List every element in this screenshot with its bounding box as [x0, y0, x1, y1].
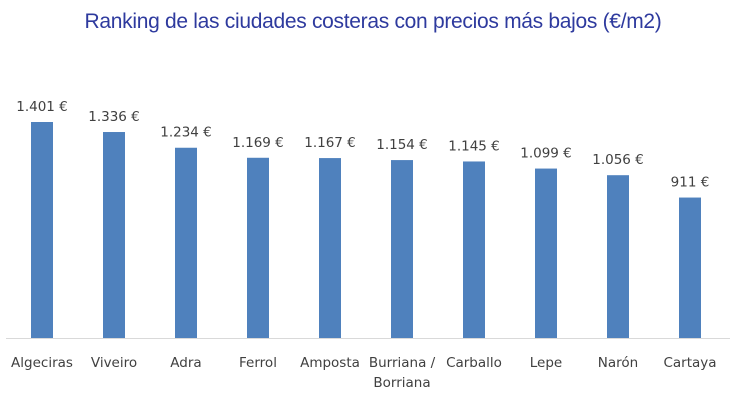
- bar: [607, 175, 629, 338]
- category-label: Carballo: [446, 355, 502, 371]
- category-label-line: Cartaya: [663, 355, 716, 371]
- category-label: Algeciras: [11, 355, 73, 371]
- bar: [391, 160, 413, 338]
- category-label: Narón: [598, 355, 638, 371]
- bar-value-label: 1.099 €: [520, 146, 572, 162]
- bar-value-label: 1.169 €: [232, 135, 284, 151]
- category-label-line: Burriana /: [369, 355, 436, 371]
- bar: [31, 122, 53, 338]
- category-label: Burriana / Borriana: [369, 355, 436, 391]
- category-label: Amposta: [300, 355, 360, 371]
- category-label: Lepe: [530, 355, 562, 371]
- bar: [535, 168, 557, 338]
- category-label-line: Amposta: [300, 355, 360, 371]
- category-label: Ferrol: [239, 355, 277, 371]
- bars-group: [31, 122, 701, 338]
- category-label-line: Ferrol: [239, 355, 277, 371]
- category-label-line: Adra: [170, 355, 201, 371]
- category-label-line: Narón: [598, 355, 638, 371]
- value-labels-group: 1.401 € 1.336 € 1.234 € 1.169 € 1.167 € 1.154…: [16, 99, 709, 191]
- bar-value-label: 1.167 €: [304, 135, 356, 151]
- bar-value-label: 1.056 €: [592, 152, 644, 168]
- bar: [247, 157, 269, 338]
- bar: [463, 161, 485, 338]
- bar-value-label: 1.401 €: [16, 99, 68, 115]
- bar-value-label: 1.234 €: [160, 125, 212, 141]
- bar: [175, 147, 197, 338]
- category-labels-group: Algeciras Viveiro Adra Ferrol Amposta Burrian…: [11, 355, 716, 391]
- bar-value-label: 1.145 €: [448, 138, 500, 154]
- category-label-line: Carballo: [446, 355, 502, 371]
- category-label-line: Borriana: [373, 375, 430, 391]
- category-label: Viveiro: [91, 355, 137, 371]
- bar-value-label: 1.154 €: [376, 137, 428, 153]
- category-label: Cartaya: [663, 355, 716, 371]
- bar: [679, 197, 701, 338]
- category-label-line: Viveiro: [91, 355, 137, 371]
- category-label-line: Lepe: [530, 355, 562, 371]
- bar-value-label: 911 €: [671, 175, 710, 191]
- chart-title: Ranking de las ciudades costeras con pre…: [84, 10, 662, 33]
- bar: [319, 158, 341, 338]
- bar: [103, 132, 125, 338]
- bar-value-label: 1.336 €: [88, 109, 140, 125]
- category-label-line: Algeciras: [11, 355, 73, 371]
- category-label: Adra: [170, 355, 201, 371]
